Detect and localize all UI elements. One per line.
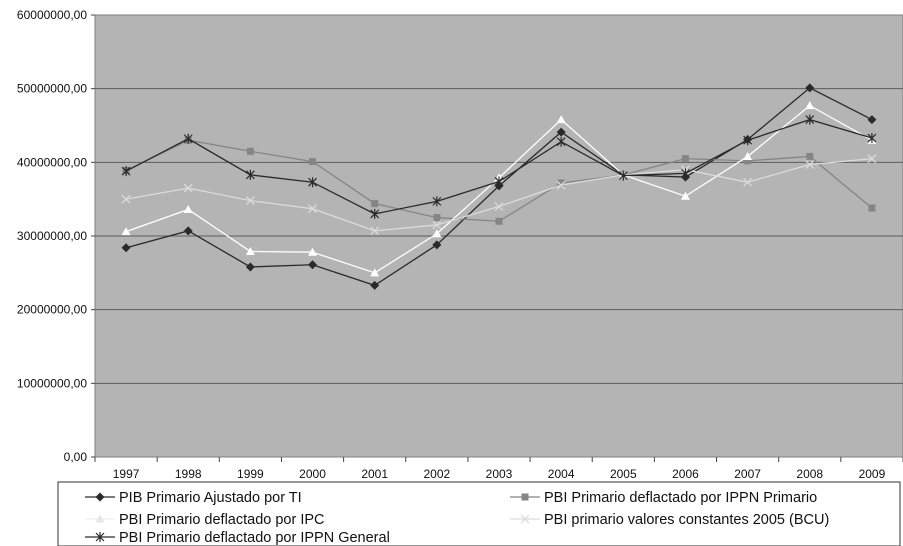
data-point <box>370 226 380 236</box>
x-tick-label: 2003 <box>486 467 513 481</box>
data-point <box>183 226 193 236</box>
x-tick-label: 1999 <box>237 467 264 481</box>
data-point <box>556 127 566 137</box>
legend-marker <box>95 532 105 542</box>
data-point <box>743 135 753 146</box>
data-point <box>867 154 877 164</box>
legend-item: PBI Primario deflactado por IPPN Primari… <box>510 490 817 506</box>
data-point <box>370 268 380 277</box>
data-point <box>556 136 566 147</box>
data-point <box>805 114 815 125</box>
legend-item: PBI primario valores constantes 2005 (BC… <box>510 512 829 528</box>
x-tick-label: 2008 <box>796 467 823 481</box>
data-point <box>744 157 752 165</box>
legend-marker <box>95 492 105 502</box>
legend-item: PBI Primario deflactado por IPC <box>85 512 325 528</box>
data-point <box>183 204 193 213</box>
y-tick-label: 50000000,00 <box>17 82 87 96</box>
x-tick-label: 1998 <box>175 467 202 481</box>
data-point <box>121 194 131 204</box>
legend-marker <box>95 514 105 523</box>
data-point <box>308 204 317 214</box>
y-tick-label: 40000000,00 <box>17 155 87 169</box>
y-axis-ticks: 0,00 10000000,00 20000000,00 30000000,00 400… <box>17 8 95 464</box>
data-point <box>743 177 753 187</box>
legend-marker <box>520 514 530 524</box>
legend-item: PIB Primario Ajustado por TI <box>85 490 302 506</box>
data-point <box>371 200 379 208</box>
legend-label: PIB Primario Ajustado por TI <box>119 490 302 506</box>
series-5 <box>121 114 877 219</box>
legend-item: PBI Primario deflactado por IPPN General <box>85 530 390 546</box>
data-point <box>370 280 380 290</box>
x-tick-label: 2004 <box>548 467 575 481</box>
y-tick-label: 30000000,00 <box>17 229 87 243</box>
data-point <box>556 180 566 190</box>
data-point <box>432 196 442 207</box>
data-point <box>805 101 815 110</box>
data-point <box>245 262 255 272</box>
data-point <box>245 169 255 180</box>
data-point <box>183 133 193 144</box>
data-point <box>308 247 318 256</box>
data-point <box>618 170 628 181</box>
y-tick-label: 60000000,00 <box>17 8 87 22</box>
data-point <box>245 246 255 255</box>
gridlines <box>95 88 903 384</box>
x-tick-label: 2002 <box>423 467 450 481</box>
x-tick-label: 2009 <box>859 467 886 481</box>
data-point <box>680 191 690 200</box>
legend-label: PBI Primario deflactado por IPPN Primari… <box>544 490 817 506</box>
series-4 <box>121 154 877 236</box>
data-point <box>183 183 193 193</box>
data-point <box>868 204 876 212</box>
x-tick-label: 1997 <box>113 467 140 481</box>
data-point <box>432 220 442 230</box>
legend-box <box>57 481 901 546</box>
y-tick-label: 10000000,00 <box>17 376 87 390</box>
data-point <box>432 240 442 250</box>
data-point <box>681 155 689 163</box>
data-point <box>308 260 318 270</box>
series-group <box>121 83 877 290</box>
x-tick-label: 2000 <box>299 467 326 481</box>
data-point <box>245 196 255 206</box>
data-point <box>121 243 131 253</box>
x-tick-label: 2007 <box>734 467 761 481</box>
data-point <box>805 83 815 93</box>
data-point <box>681 168 690 179</box>
data-point <box>121 227 131 236</box>
data-point <box>370 208 380 219</box>
data-point <box>805 160 815 170</box>
legend: PIB Primario Ajustado por TI PBI Primario… <box>85 490 829 546</box>
x-tick-label: 2001 <box>361 467 388 481</box>
data-point <box>806 152 814 160</box>
x-axis-ticks: 1997 1998 1999 2000 2001 2002 2003 2004 2005 2006… <box>94 457 903 481</box>
x-tick-label: 2005 <box>610 467 637 481</box>
y-tick-label: 0,00 <box>64 450 88 464</box>
data-point <box>494 202 504 211</box>
data-point <box>432 229 442 238</box>
legend-marker <box>521 493 529 501</box>
data-point <box>494 176 504 187</box>
data-point <box>556 115 566 124</box>
x-tick-label: 2006 <box>672 467 699 481</box>
legend-label: PBI primario valores constantes 2005 (BC… <box>544 512 829 528</box>
data-point <box>308 177 317 188</box>
data-point <box>246 147 254 155</box>
data-point <box>867 133 877 144</box>
data-point <box>309 158 317 166</box>
data-point <box>557 179 565 187</box>
legend-label: PBI Primario deflactado por IPPN General <box>119 530 390 546</box>
data-point <box>743 151 753 160</box>
legend-label: PBI Primario deflactado por IPC <box>119 512 325 528</box>
data-point <box>867 115 877 125</box>
y-tick-label: 20000000,00 <box>17 303 87 317</box>
data-point <box>433 214 441 222</box>
data-point <box>121 166 131 177</box>
data-point <box>495 217 503 225</box>
